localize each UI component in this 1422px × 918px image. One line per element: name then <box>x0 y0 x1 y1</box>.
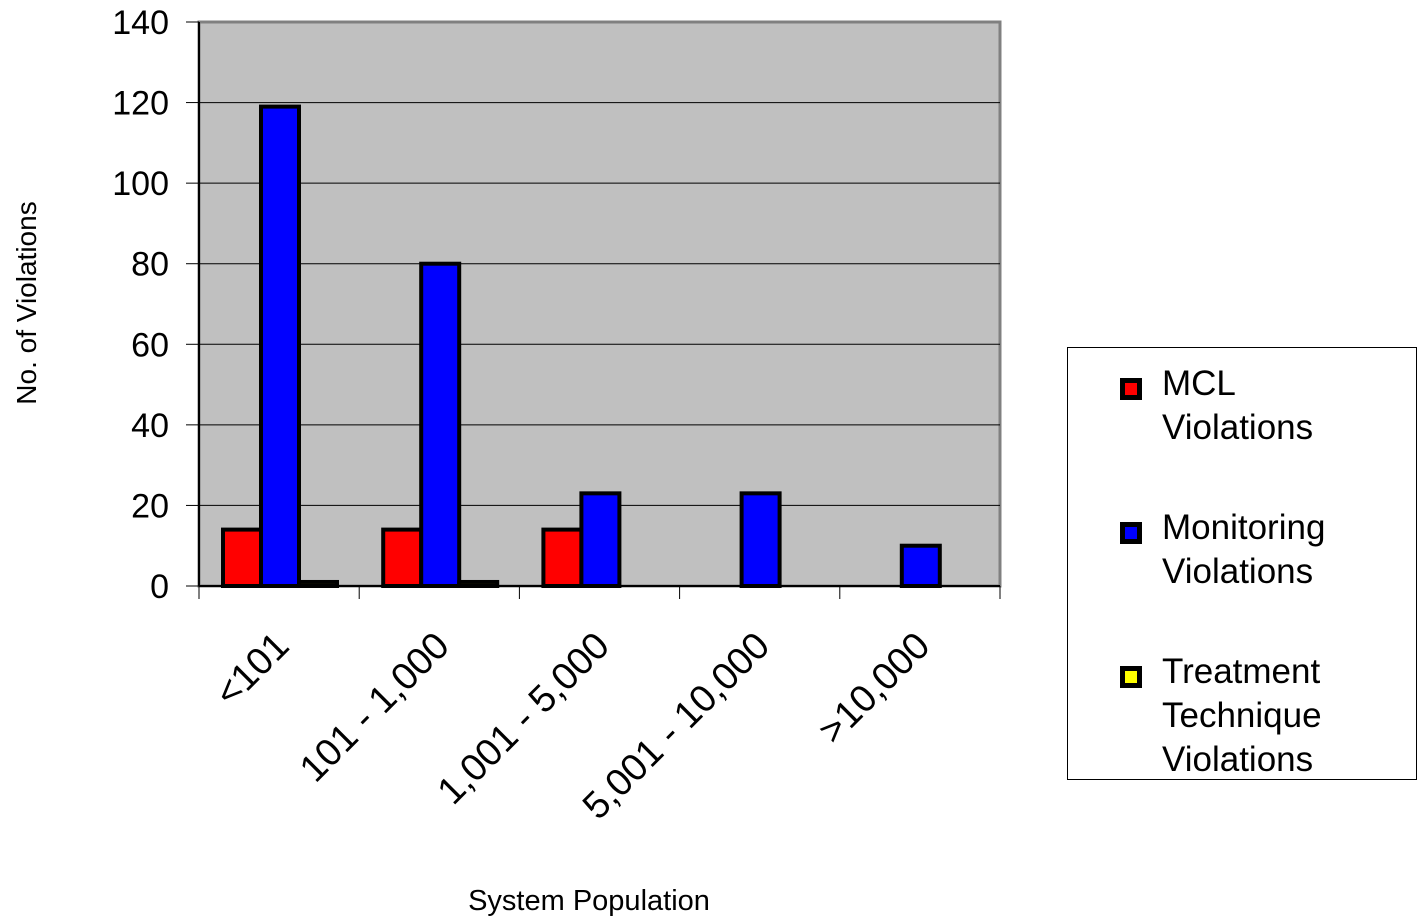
bar-series-1-cat-2 <box>579 491 622 589</box>
bar-series-0-cat-0 <box>221 527 263 588</box>
legend-label-treatment-technique: Treatment Technique Violations <box>1162 652 1322 779</box>
bar-series-0-cat-1 <box>381 527 424 588</box>
y-tick-label: 120 <box>112 85 169 123</box>
x-tick-label: >10,000 <box>811 625 939 753</box>
bars <box>221 104 942 589</box>
x-axis-title: System Population <box>468 885 710 917</box>
x-tick-label: <101 <box>207 625 297 715</box>
y-tick-label: 80 <box>131 246 169 284</box>
legend-label-monitoring: Monitoring Violations <box>1162 508 1326 591</box>
y-tick-label: 60 <box>131 326 169 364</box>
y-tick-label: 40 <box>131 407 169 445</box>
legend-label-mcl: MCL Violations <box>1162 364 1314 447</box>
y-tick-label: 100 <box>112 165 169 203</box>
legend-swatch-treatment-technique <box>1120 666 1142 688</box>
y-tick-label: 20 <box>131 487 169 525</box>
legend-swatch-monitoring <box>1120 522 1142 544</box>
x-tick-label: 101 - 1,000 <box>292 625 458 791</box>
legend-swatch-mcl <box>1120 378 1142 400</box>
y-axis-title: No. of Violations <box>11 201 42 404</box>
legend: MCL Violations Monitoring Violations Tre… <box>1067 347 1417 780</box>
y-tick-label: 0 <box>150 568 169 606</box>
bar-series-1-cat-3 <box>739 491 782 589</box>
bar-series-1-cat-4 <box>899 543 942 589</box>
bar-series-1-cat-1 <box>419 261 462 588</box>
bar-series-1-cat-0 <box>259 104 301 588</box>
gridlines <box>199 102 1000 506</box>
y-axis: 0 20 40 60 80 100 120 140 <box>112 4 200 606</box>
bar-series-0-cat-2 <box>541 527 584 588</box>
y-tick-label: 140 <box>112 4 169 42</box>
